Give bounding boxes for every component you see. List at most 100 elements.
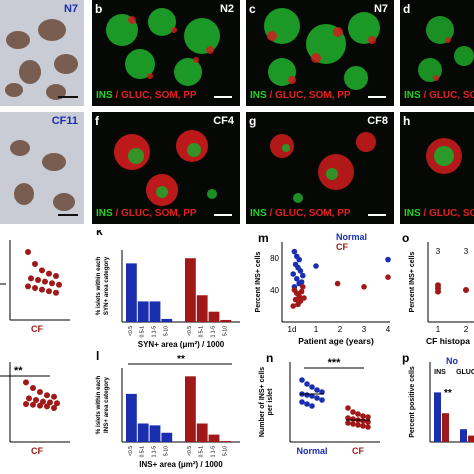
panel-k-bar bbox=[149, 301, 161, 322]
fluorescence-texture bbox=[270, 132, 376, 203]
panel-k-y-label: % islets within eachSYN+ area category bbox=[95, 256, 110, 315]
ihc-texture bbox=[0, 112, 84, 224]
panel-n-point bbox=[309, 393, 315, 399]
stain-ins: INS bbox=[96, 90, 113, 101]
stain-ins: INS bbox=[250, 90, 267, 101]
panel-m-point bbox=[296, 293, 303, 300]
panel-q-point bbox=[26, 395, 32, 402]
panel-q-point bbox=[23, 379, 29, 386]
stain-rest: / GLUC, SOM, PP bbox=[266, 90, 351, 101]
panel-f-image: f CF4 INS / GLUC, SOM, PP bbox=[92, 112, 240, 224]
stain-ins: INS bbox=[250, 208, 267, 219]
panel-q-point bbox=[51, 405, 57, 411]
panel-l-bar bbox=[126, 393, 137, 442]
scale-bar bbox=[214, 96, 232, 98]
panel-j-point bbox=[39, 267, 45, 274]
panel-f-tag: CF4 bbox=[213, 115, 234, 127]
panel-a-ihc-image: N7 bbox=[0, 0, 84, 106]
panel-k-tick-label: 0.5-1 bbox=[140, 326, 146, 338]
panel-q-point bbox=[51, 393, 57, 400]
panel-m-point bbox=[301, 295, 307, 301]
panel-p-bar bbox=[468, 435, 474, 442]
panel-d-image: d INS / GLUC, SOM, PP bbox=[400, 0, 474, 106]
panel-g-tag: CF8 bbox=[367, 115, 388, 127]
panel-m-point bbox=[300, 272, 306, 279]
scale-bar bbox=[368, 96, 386, 98]
panel-l-y-label: % islets within eachINS+ area category bbox=[95, 376, 110, 435]
panel-l-significance: ** bbox=[177, 354, 185, 365]
stain-ins: INS bbox=[96, 208, 113, 219]
fluorescence-texture bbox=[114, 130, 217, 206]
panel-b-letter: b bbox=[95, 2, 103, 16]
panel-l-bar bbox=[137, 423, 149, 442]
panel-m-point bbox=[290, 303, 297, 309]
ihc-texture bbox=[0, 0, 84, 106]
panel-q-point bbox=[33, 397, 39, 403]
stain-legend-cut: INS / GLUC, SOM, PP bbox=[404, 90, 474, 101]
panel-p-significance: ** bbox=[444, 388, 452, 399]
panel-l-tick-label: 1.1-5 bbox=[211, 446, 217, 458]
stain-legend: INS / GLUC, SOM, PP bbox=[96, 208, 197, 219]
panel-l-bar bbox=[208, 434, 220, 442]
panel-j-point bbox=[28, 275, 34, 282]
panel-j-point bbox=[46, 270, 52, 277]
panel-m-y-tick: 40 bbox=[270, 286, 279, 295]
panel-m-legend-cf: CF bbox=[336, 242, 348, 252]
panel-a-tag: N7 bbox=[63, 3, 78, 15]
panel-n-point bbox=[345, 420, 351, 426]
panel-n-point bbox=[304, 392, 310, 398]
panel-m-point bbox=[300, 284, 306, 290]
panel-m-point bbox=[313, 263, 319, 269]
panel-q-point bbox=[54, 400, 60, 407]
stain-rest: / GLUC, SOM, PP bbox=[423, 90, 474, 101]
panel-l-tick-label: 5-10 bbox=[222, 446, 228, 456]
panel-p-legend: No bbox=[446, 356, 458, 366]
panel-k-bar bbox=[126, 263, 137, 322]
panel-o-x-label: CF histopa bbox=[426, 336, 470, 346]
panel-n-significance: *** bbox=[328, 357, 342, 369]
panel-m-x-tick: 1d bbox=[288, 325, 297, 334]
panel-q-point bbox=[37, 402, 43, 409]
panel-n-x-tick: Normal bbox=[296, 446, 327, 456]
panel-n-point bbox=[365, 414, 371, 420]
stain-rest: / GLUC, SOM, PP bbox=[112, 90, 197, 101]
scale-bar bbox=[368, 214, 386, 216]
panel-q-point bbox=[23, 401, 29, 407]
panel-k-bar bbox=[196, 295, 208, 322]
panel-n-point bbox=[355, 411, 361, 417]
panel-j-point bbox=[32, 261, 38, 267]
panel-n-point bbox=[360, 418, 366, 424]
panel-n-point bbox=[360, 423, 366, 429]
panel-m-point bbox=[361, 284, 367, 290]
panel-j-point bbox=[49, 280, 55, 287]
panel-l-tick-label: <0.5 bbox=[187, 446, 193, 456]
panel-p-letter: p bbox=[402, 351, 409, 365]
panel-o-x-tick: 2 bbox=[464, 325, 469, 334]
panel-l-bar bbox=[149, 425, 161, 442]
panel-l-tick-label: 0.5-1 bbox=[140, 446, 146, 458]
panel-c-tag: N7 bbox=[373, 3, 388, 15]
panel-p-bar bbox=[460, 429, 467, 442]
panel-k-bar bbox=[161, 318, 173, 322]
panel-e-tag: CF11 bbox=[51, 115, 78, 127]
panel-j-point bbox=[35, 277, 41, 283]
stain-legend: INS / GLUC, SOM, PP bbox=[250, 90, 351, 101]
charts-layer: CF k <0.5 0.5-1 1.1-5 5-10 <0.5 0.5-1 1.1-5 5-10 S… bbox=[0, 230, 474, 469]
panel-o-group-label: 3 bbox=[464, 247, 469, 256]
panel-k-tick-label: 5-10 bbox=[222, 326, 228, 336]
panel-j-point bbox=[32, 285, 38, 291]
panel-j-point bbox=[25, 249, 31, 255]
stain-ins: INS bbox=[404, 208, 421, 219]
panel-m-x-tick: 3 bbox=[362, 325, 367, 334]
panel-l-bar bbox=[196, 423, 208, 442]
panel-m-point bbox=[296, 280, 303, 287]
panel-k-tick-label: 1.1-5 bbox=[211, 326, 217, 338]
panel-q-point bbox=[44, 403, 50, 410]
panel-o-letter: o bbox=[402, 231, 409, 245]
panel-o-y-label: Percent INS+ cells bbox=[409, 251, 416, 312]
panel-j-point bbox=[42, 278, 48, 285]
panel-n-point bbox=[309, 403, 315, 409]
panel-m-x-tick: 4 bbox=[386, 325, 391, 334]
panel-k-tick-label: 0.5-1 bbox=[199, 326, 205, 338]
panel-k-bar bbox=[220, 319, 232, 322]
